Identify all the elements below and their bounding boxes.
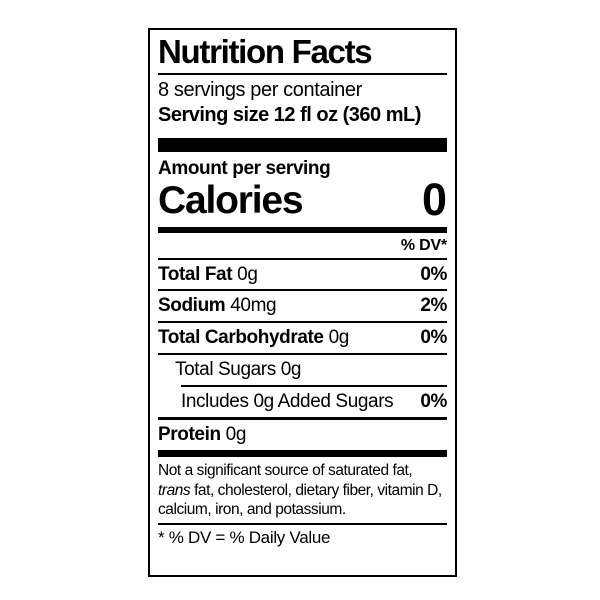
calories-divider-bar [158,226,447,233]
section-bar-bottom [158,450,447,458]
nutrient-dv: 0% [420,327,447,349]
servings-per-container: 8 servings per container [158,78,362,101]
nutrient-row-added-sugars: Includes 0g Added Sugars 0% [158,387,447,417]
footnote-divider [158,522,447,525]
nutrient-name-amount: Total Fat 0g [158,263,258,285]
serving-size: Serving size 12 fl oz (360 mL) [158,103,421,126]
label-title: Nutrition Facts [158,33,373,70]
nutrient-dv: 2% [420,295,447,317]
nutrient-name-amount: Protein 0g [158,423,246,445]
total-sugars-divider [181,384,447,387]
daily-value-definition: * % DV = % Daily Value [158,527,331,547]
calories-row: Calories 0 [158,173,447,225]
daily-value-header: % DV* [400,236,447,254]
nutrient-name-amount: Includes 0g Added Sugars [181,390,394,412]
footnote-text: Not a significant source of saturated fa… [158,462,413,480]
title-divider [158,72,447,75]
calories-label: Calories [158,178,304,222]
nutrient-name-amount: Sodium 40mg [158,295,277,317]
nutrient-dv: 0% [420,390,447,412]
footnote-text: fat, cholesterol, dietary fiber, vitamin… [158,481,442,519]
nutrition-facts-label: Nutrition Facts 8 servings per container… [148,28,457,577]
not-significant-source-note: Not a significant source of saturated fa… [158,461,447,520]
footnote-trans-italic: trans [158,481,191,499]
nutrient-row-total-carbohydrate: Total Carbohydrate 0g 0% [158,323,447,356]
nutrient-row-sodium: Sodium 40mg 2% [158,291,447,324]
nutrient-name-amount: Total Carbohydrate 0g [158,327,349,349]
amount-per-serving-label: Amount per serving [158,157,331,179]
nutrient-row-total-sugars: Total Sugars 0g [158,355,447,385]
calories-value: 0 [421,173,447,225]
nutrient-row-total-fat: Total Fat 0g 0% [158,260,447,292]
dv-header-divider [158,257,447,260]
nutrient-row-protein: Protein 0g [158,420,447,450]
nutrient-name-amount: Total Sugars 0g [175,359,302,381]
nutrient-dv: 0% [420,263,447,285]
section-bar-top [158,137,447,152]
added-sugars-divider [158,416,447,420]
